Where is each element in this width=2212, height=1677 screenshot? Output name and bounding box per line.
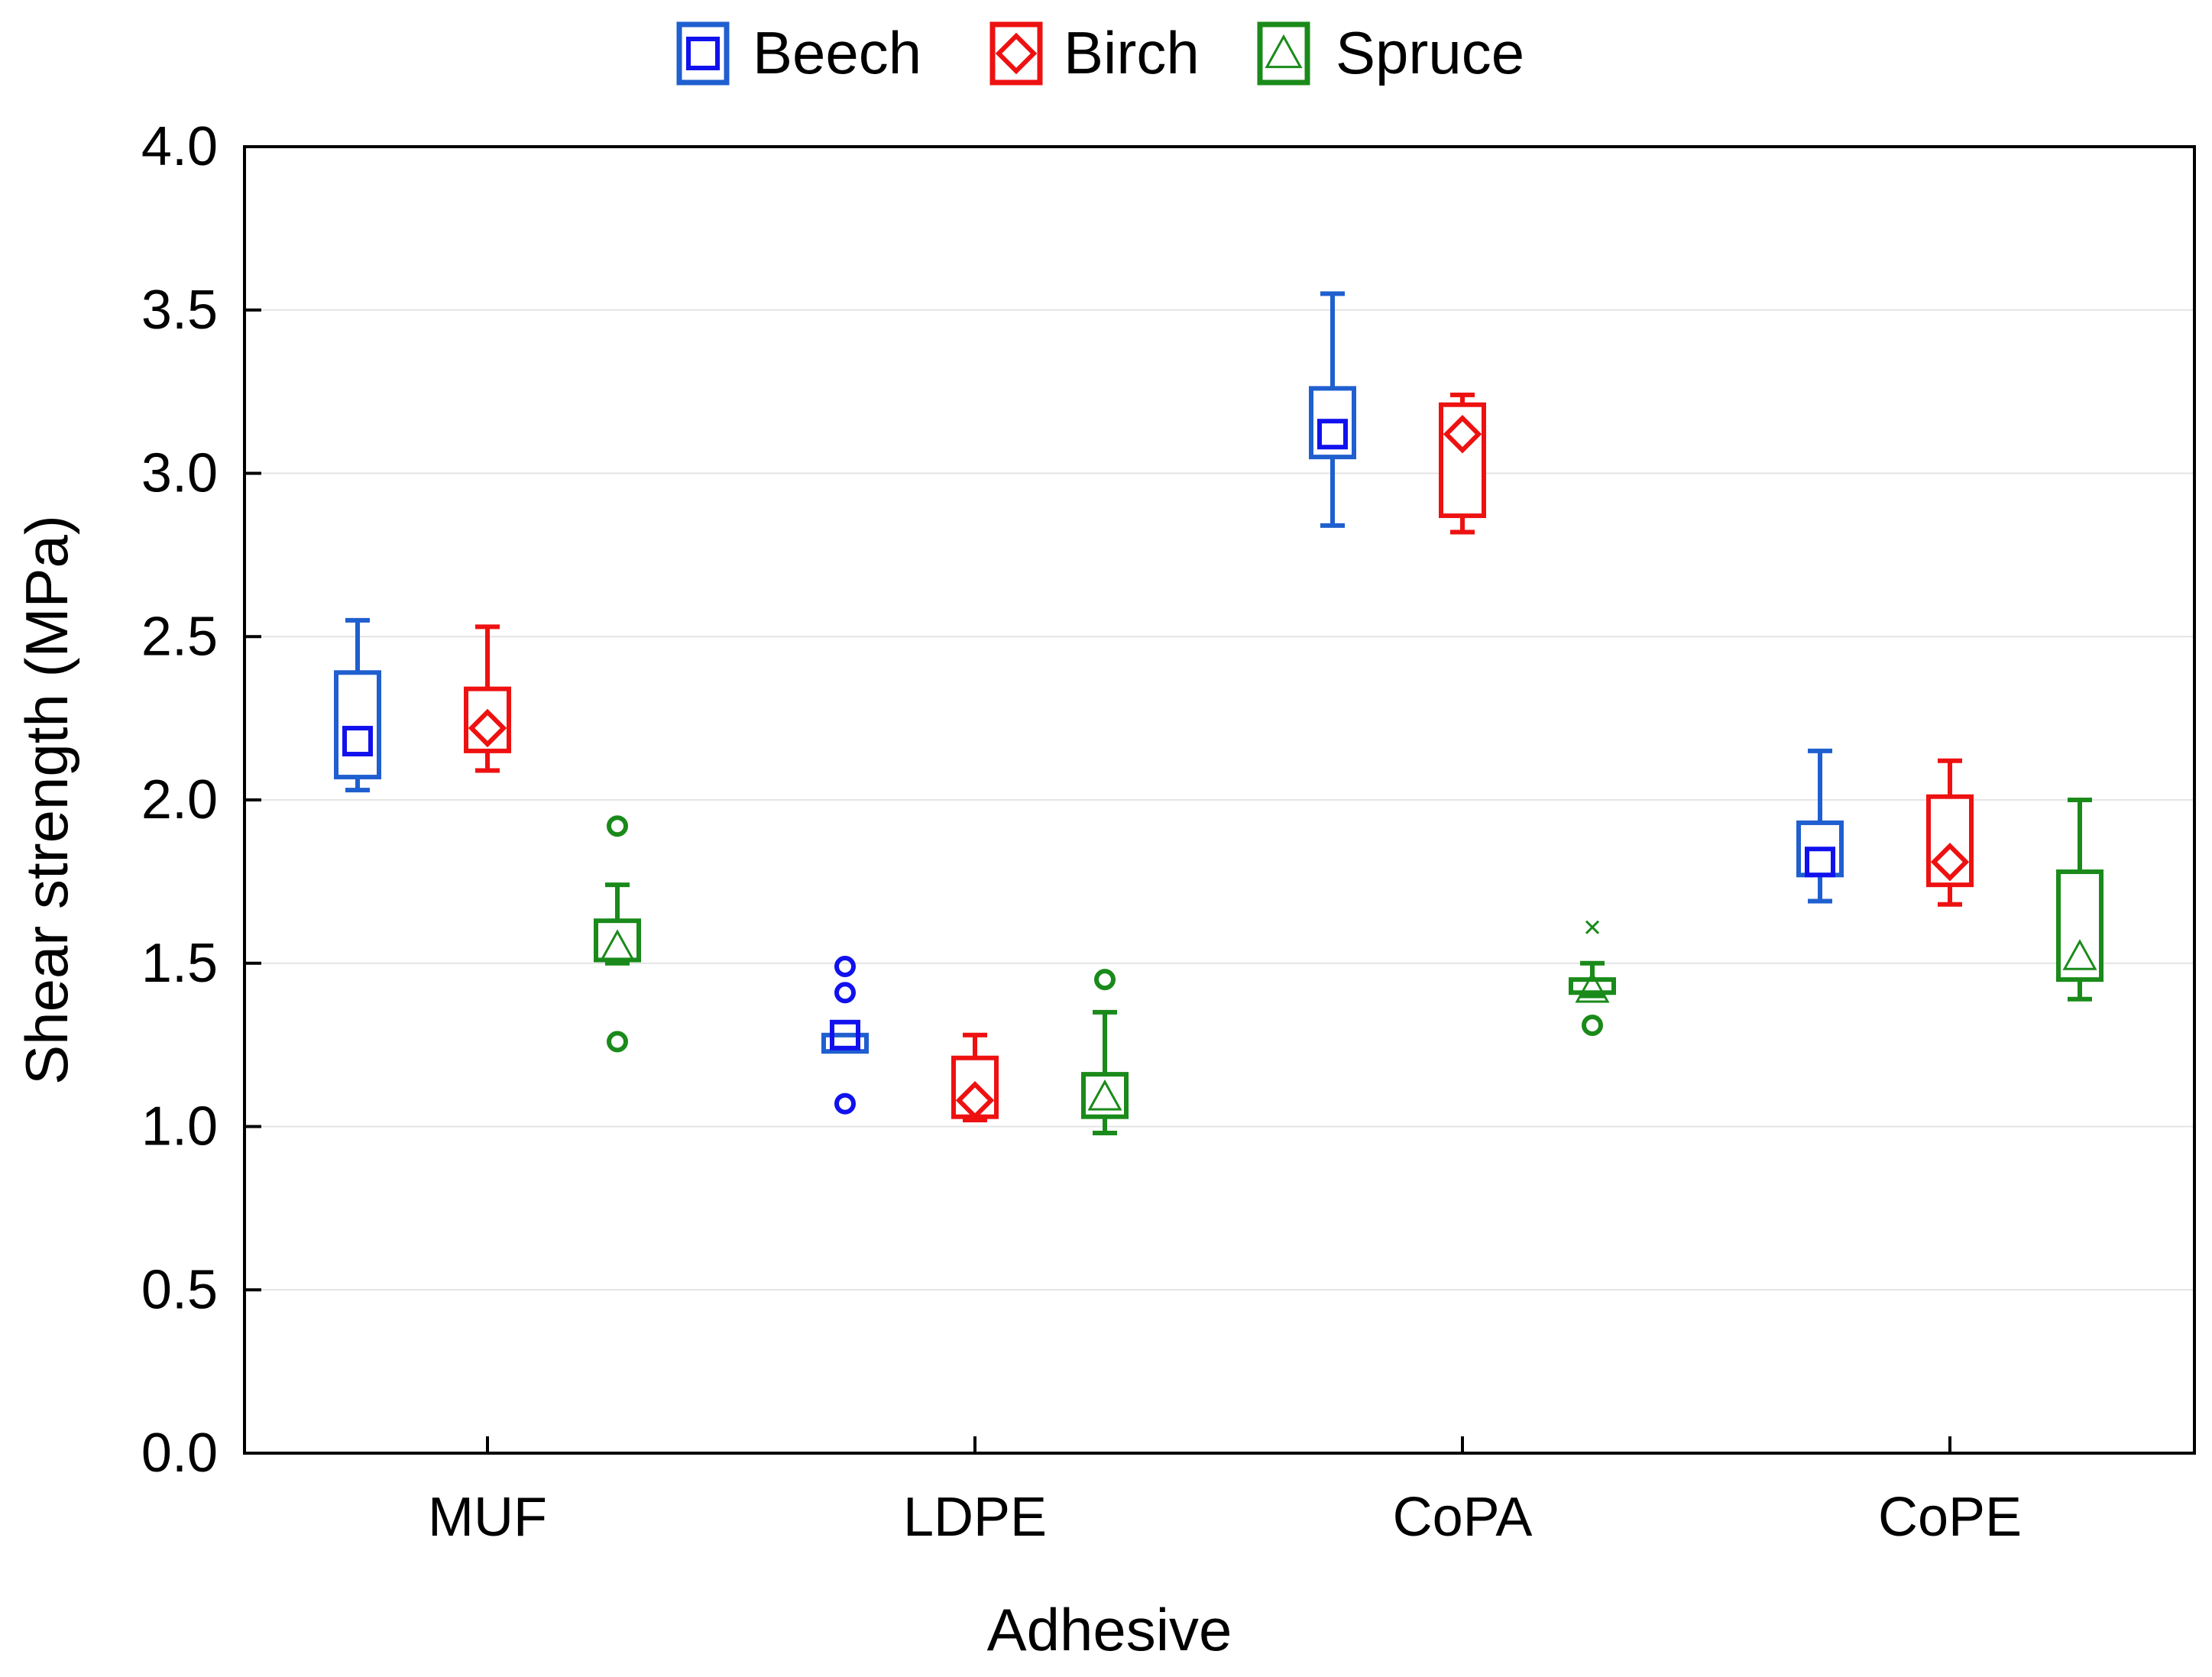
- median-marker: [1087, 1079, 1122, 1111]
- median-marker: [995, 32, 1038, 75]
- box-spruce-ldpe: [1081, 969, 1129, 1136]
- legend-item-beech: Beech: [676, 19, 921, 86]
- gridlines: [245, 309, 2194, 1291]
- box-beech-copa: [1309, 291, 1356, 528]
- box-iqr: [464, 686, 511, 753]
- x-tick-label: CoPA: [1393, 1487, 1533, 1548]
- box-iqr: [1439, 402, 1486, 519]
- box-iqr: [594, 918, 641, 963]
- box-iqr: [334, 670, 381, 780]
- box-iqr: [1926, 794, 1974, 888]
- boxplots: [334, 291, 2104, 1136]
- y-tick-label: 0.5: [141, 1259, 218, 1320]
- legend-label: Beech: [753, 19, 921, 86]
- box-spruce-copa: [1569, 920, 1616, 1036]
- box-beech-cope: [1796, 748, 1844, 904]
- box-birch-cope: [1926, 758, 1974, 907]
- median-marker: [955, 1081, 995, 1120]
- box-beech-ldpe: [821, 956, 869, 1115]
- y-tick-label: 1.5: [141, 933, 218, 994]
- y-tick-label: 2.0: [141, 769, 218, 830]
- box-iqr: [2056, 869, 2104, 983]
- median-marker: [1317, 419, 1348, 450]
- y-tick-label: 3.5: [141, 280, 218, 341]
- legend-label: Birch: [1064, 19, 1200, 86]
- outlier-point: [834, 1093, 856, 1115]
- legend: Beech Birch Spruce: [676, 19, 1524, 86]
- median-marker: [600, 929, 635, 960]
- median-marker: [686, 37, 720, 70]
- legend-item-birch: Birch: [989, 19, 1200, 86]
- y-tick-label: 1.0: [141, 1096, 218, 1157]
- median-marker: [1930, 842, 1970, 882]
- outlier-point: [834, 982, 856, 1004]
- x-tick-label: MUF: [428, 1487, 547, 1548]
- x-tick-label: CoPE: [1878, 1487, 2022, 1548]
- box-spruce-cope: [2056, 798, 2104, 1002]
- box-birch-muf: [464, 624, 511, 773]
- axes: 0.0 0.5 1.0 1.5 2.0 2.5 3.0 3.5 4.0 MUF LDPE CoPA Co…: [141, 116, 2022, 1548]
- x-axis-title: Adhesive: [987, 1596, 1232, 1663]
- box-iqr: [1569, 977, 1616, 996]
- box-spruce-muf: [594, 815, 641, 1053]
- median-marker: [342, 726, 373, 757]
- y-tick-label: 0.0: [141, 1423, 218, 1484]
- y-tick-label: 2.5: [141, 606, 218, 667]
- median-marker: [468, 708, 507, 748]
- median-marker: [2062, 939, 2097, 970]
- median-marker: [1805, 847, 1835, 878]
- box-birch-ldpe: [951, 1032, 999, 1122]
- outlier-point: [607, 815, 628, 837]
- outlier-point: [834, 956, 856, 978]
- median-marker: [1265, 34, 1303, 69]
- box-birch-copa: [1439, 392, 1486, 535]
- y-tick-label: 3.0: [141, 443, 218, 504]
- outlier-point: [607, 1031, 628, 1053]
- median-marker: [1575, 971, 1610, 1003]
- legend-item-spruce: Spruce: [1257, 19, 1524, 86]
- x-tick-label: LDPE: [903, 1487, 1047, 1548]
- box-beech-muf: [334, 617, 381, 793]
- outlier-point: [1094, 969, 1116, 991]
- legend-swatch: [1257, 21, 1310, 86]
- outlier-point: [1582, 1014, 1603, 1036]
- y-tick-label: 4.0: [141, 116, 218, 177]
- y-axis-title: Shear strength (MPa): [13, 515, 80, 1085]
- extreme-point: [1585, 920, 1600, 934]
- median-marker: [830, 1019, 860, 1051]
- median-marker: [1443, 414, 1482, 454]
- legend-label: Spruce: [1336, 19, 1524, 86]
